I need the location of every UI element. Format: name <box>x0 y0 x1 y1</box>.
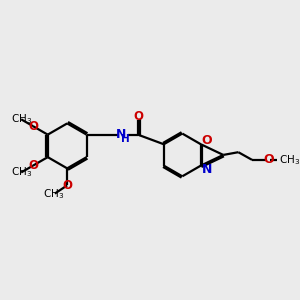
Text: O: O <box>28 120 38 133</box>
Text: O: O <box>62 179 72 192</box>
Text: O: O <box>28 159 38 172</box>
Text: CH$_3$: CH$_3$ <box>11 112 32 126</box>
Text: CH$_3$: CH$_3$ <box>279 153 300 167</box>
Text: H: H <box>121 134 130 144</box>
Text: N: N <box>202 163 212 176</box>
Text: CH$_3$: CH$_3$ <box>11 166 32 179</box>
Text: O: O <box>202 134 212 148</box>
Text: CH$_3$: CH$_3$ <box>43 187 64 201</box>
Text: O: O <box>133 110 143 123</box>
Text: N: N <box>116 128 126 141</box>
Text: O: O <box>263 153 274 166</box>
